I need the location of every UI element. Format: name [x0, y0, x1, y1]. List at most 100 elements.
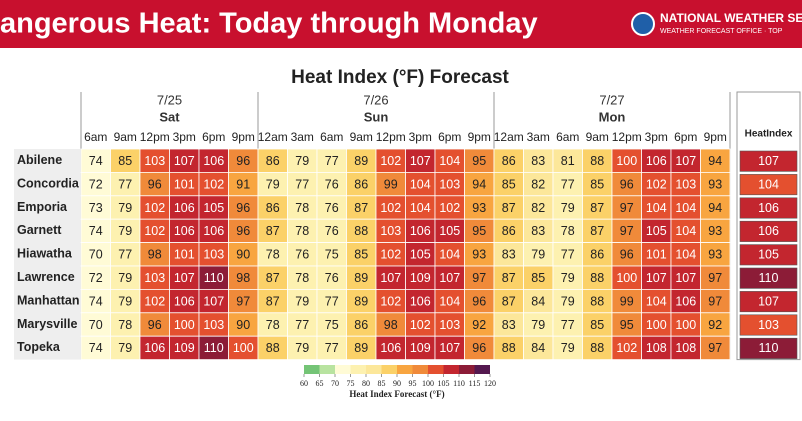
heat-value: 103 [439, 318, 460, 332]
heat-value: 96 [236, 224, 250, 238]
heat-value: 78 [295, 201, 309, 215]
legend-tick-label: 85 [378, 379, 386, 388]
time: 6pm [674, 130, 697, 144]
heat-value: 70 [89, 318, 103, 332]
heat-value: 83 [531, 154, 545, 168]
heat-value: 102 [144, 224, 165, 238]
heat-value: 94 [708, 154, 722, 168]
heat-value: 94 [708, 201, 722, 215]
heat-value: 107 [174, 271, 195, 285]
time: 3am [291, 130, 314, 144]
heat-value: 84 [531, 341, 545, 355]
time: 6pm [438, 130, 461, 144]
heat-value: 90 [236, 248, 250, 262]
heat-value: 110 [204, 341, 224, 355]
heat-value: 74 [89, 154, 103, 168]
heat-value: 88 [590, 271, 604, 285]
heat-value: 88 [590, 294, 604, 308]
heat-value: 106 [380, 341, 401, 355]
legend-tick-label: 120 [484, 379, 496, 388]
heat-value: 86 [502, 154, 516, 168]
heat-value: 73 [89, 201, 103, 215]
heat-value: 102 [646, 177, 667, 191]
heat-value: 92 [708, 318, 722, 332]
max-value: 104 [758, 177, 779, 191]
heat-value: 101 [646, 248, 667, 262]
time: 9pm [468, 130, 491, 144]
heat-value: 97 [620, 201, 634, 215]
heat-value: 87 [266, 294, 280, 308]
city: Topeka [17, 340, 61, 354]
heat-value: 88 [502, 341, 516, 355]
heat-value: 87 [502, 201, 516, 215]
heat-value: 91 [236, 177, 250, 191]
heat-value: 100 [233, 341, 254, 355]
heat-value: 97 [708, 271, 722, 285]
heat-value: 87 [354, 201, 368, 215]
heat-value: 76 [325, 201, 339, 215]
heat-value: 93 [472, 248, 486, 262]
heat-value: 95 [472, 154, 486, 168]
city: Concordia [17, 176, 80, 190]
heat-value: 102 [380, 248, 401, 262]
heat-value: 83 [502, 248, 516, 262]
heat-value: 102 [380, 154, 401, 168]
legend-tick-label: 80 [362, 379, 370, 388]
max-column [736, 91, 801, 361]
heat-value: 78 [266, 318, 280, 332]
heat-value: 89 [354, 341, 368, 355]
heat-value: 87 [502, 294, 516, 308]
time: 9am [114, 130, 137, 144]
heat-value: 104 [675, 248, 696, 262]
max-value: 110 [759, 271, 779, 285]
agency: NATIONAL WEATHER SE [660, 11, 802, 25]
heat-value: 94 [472, 177, 486, 191]
heat-value: 104 [410, 177, 431, 191]
heat-value: 96 [236, 201, 250, 215]
heat-value: 77 [561, 318, 575, 332]
heat-value: 107 [174, 154, 195, 168]
heat-value: 88 [266, 341, 280, 355]
heat-value: 88 [354, 224, 368, 238]
heat-value: 84 [531, 294, 545, 308]
heat-value: 93 [708, 248, 722, 262]
heat-value: 93 [708, 224, 722, 238]
heat-value: 88 [590, 154, 604, 168]
heat-value: 107 [646, 271, 667, 285]
heat-value: 85 [118, 154, 132, 168]
heat-value: 79 [561, 294, 575, 308]
heat-value: 104 [675, 201, 696, 215]
heat-value: 102 [616, 341, 637, 355]
heat-value: 82 [531, 177, 545, 191]
heat-value: 96 [472, 294, 486, 308]
heat-value: 107 [675, 271, 696, 285]
nws-logo [631, 12, 655, 36]
heat-value: 103 [203, 248, 224, 262]
legend-swatch [319, 365, 335, 374]
heat-value: 97 [708, 341, 722, 355]
heat-value: 102 [380, 201, 401, 215]
max-cell [739, 174, 798, 196]
heat-value: 106 [203, 154, 224, 168]
heat-value: 76 [325, 224, 339, 238]
heat-value: 85 [531, 271, 545, 285]
heat-value: 76 [325, 177, 339, 191]
heat-value: 76 [325, 271, 339, 285]
heat-value: 85 [590, 177, 604, 191]
legend-swatch [350, 365, 366, 374]
time: 3am [527, 130, 550, 144]
legend-tick-label: 90 [393, 379, 401, 388]
city: Marysville [17, 317, 78, 331]
heat-value: 79 [561, 271, 575, 285]
heat-value: 78 [266, 248, 280, 262]
heat-value: 99 [620, 294, 634, 308]
day: Mon [599, 109, 626, 124]
time: 3pm [645, 130, 668, 144]
heat-value: 86 [502, 224, 516, 238]
heat-value: 98 [384, 318, 398, 332]
heat-value: 78 [295, 271, 309, 285]
heat-value: 96 [236, 154, 250, 168]
heat-value: 74 [89, 341, 103, 355]
heat-value: 87 [502, 271, 516, 285]
heat-value: 105 [410, 248, 431, 262]
